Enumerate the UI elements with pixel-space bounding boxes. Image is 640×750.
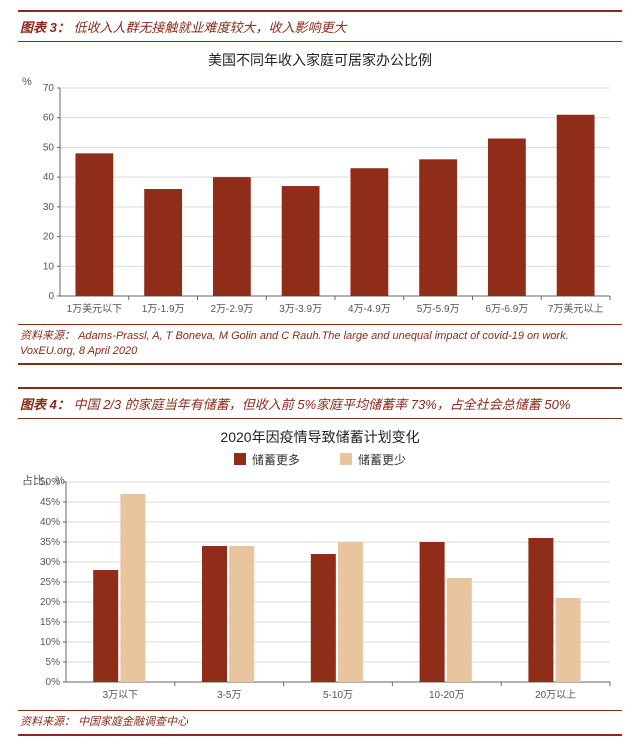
figure-4-title: 2020年因疫情导致储蓄计划变化: [18, 427, 622, 447]
svg-text:3-5万: 3-5万: [217, 690, 241, 701]
figure-3-svg: 0 10 20 30 40 50 60 70 1万美元以下 1万-1.9万 2万-2.9万 3万-3.…: [20, 74, 620, 324]
figure-3-header: 图表 3： 低收入人群无接触就业难度较大，收入影响更大: [18, 10, 622, 42]
figure-4-svg: 0%5%10%15%20%25%30%35%40%45%50%3万以下3-5万5…: [20, 470, 620, 710]
figure-3-source-text: Adams-Prassl, A, T Boneva, M Golin and C…: [20, 330, 569, 357]
figure-4-header: 图表 4： 中国 2/3 的家庭当年有储蓄，但收入前 5%家庭平均储蓄率 73%…: [18, 387, 622, 419]
svg-text:1万-1.9万: 1万-1.9万: [142, 304, 185, 315]
svg-text:25%: 25%: [40, 577, 60, 588]
svg-text:20%: 20%: [40, 597, 60, 608]
svg-text:20: 20: [43, 232, 55, 243]
figure-3-source: 资料来源： Adams-Prassl, A, T Boneva, M Golin…: [18, 324, 622, 365]
svg-text:50: 50: [43, 142, 55, 153]
svg-text:3万以下: 3万以下: [103, 690, 139, 701]
figure-3-header-text: 低收入人群无接触就业难度较大，收入影响更大: [73, 20, 346, 35]
figure-3-title: 美国不同年收入家庭可居家办公比例: [18, 50, 622, 70]
svg-text:10-20万: 10-20万: [429, 690, 465, 701]
svg-text:0%: 0%: [46, 677, 61, 688]
svg-text:15%: 15%: [40, 617, 60, 628]
figure-4-chart: 占比，% 0%5%10%15%20%25%30%35%40%45%50%3万以下…: [18, 470, 622, 710]
svg-text:5%: 5%: [46, 657, 61, 668]
svg-text:2万-2.9万: 2万-2.9万: [210, 304, 253, 315]
figure-3-panel: 图表 3： 低收入人群无接触就业难度较大，收入影响更大 美国不同年收入家庭可居家…: [18, 10, 622, 365]
svg-text:20万以上: 20万以上: [535, 689, 576, 701]
figure-4-source-text: 中国家庭金融调查中心: [78, 716, 188, 728]
figure-4-source-label: 资料来源：: [20, 716, 75, 728]
svg-text:4万-4.9万: 4万-4.9万: [348, 304, 391, 315]
figure-4-y-unit: 占比，%: [22, 472, 65, 488]
figure-3-number: 图表 3：: [20, 20, 70, 35]
figure-4-header-text: 中国 2/3 的家庭当年有储蓄，但收入前 5%家庭平均储蓄率 73%，占全社会总…: [73, 397, 570, 412]
legend-label-more: 储蓄更多: [252, 451, 300, 468]
figure-3-chart: % 0 10 20 30 40 50 60 70 1万美元以下 1万-1.9万 2万-2.9万 3万-…: [18, 74, 622, 324]
svg-text:3万-3.9万: 3万-3.9万: [279, 304, 322, 315]
figure-4-panel: 图表 4： 中国 2/3 的家庭当年有储蓄，但收入前 5%家庭平均储蓄率 73%…: [18, 387, 622, 736]
svg-text:60: 60: [43, 113, 55, 124]
svg-text:40: 40: [43, 172, 55, 183]
svg-text:10%: 10%: [40, 637, 60, 648]
figure-3-y-unit: %: [22, 76, 32, 88]
svg-text:40%: 40%: [40, 517, 60, 528]
svg-text:70: 70: [43, 83, 55, 94]
legend-swatch-more: [234, 453, 246, 465]
figure-4-legend: 储蓄更多 储蓄更少: [18, 451, 622, 468]
figure-3-source-label: 资料来源：: [20, 330, 75, 342]
svg-text:5-10万: 5-10万: [323, 690, 353, 701]
svg-text:1万美元以下: 1万美元以下: [67, 302, 123, 315]
svg-text:30: 30: [43, 202, 55, 213]
legend-item-more: 储蓄更多: [234, 451, 300, 468]
legend-swatch-less: [340, 453, 352, 465]
svg-text:0: 0: [48, 291, 54, 302]
svg-text:30%: 30%: [40, 557, 60, 568]
svg-text:5万-5.9万: 5万-5.9万: [417, 304, 460, 315]
figure-4-source: 资料来源： 中国家庭金融调查中心: [18, 710, 622, 736]
svg-text:35%: 35%: [40, 537, 60, 548]
svg-text:7万美元以上: 7万美元以上: [548, 302, 604, 315]
svg-text:45%: 45%: [40, 497, 60, 508]
svg-text:10: 10: [43, 261, 55, 272]
legend-label-less: 储蓄更少: [358, 451, 406, 468]
legend-item-less: 储蓄更少: [340, 451, 406, 468]
figure-4-number: 图表 4：: [20, 397, 70, 412]
svg-text:6万-6.9万: 6万-6.9万: [485, 304, 528, 315]
